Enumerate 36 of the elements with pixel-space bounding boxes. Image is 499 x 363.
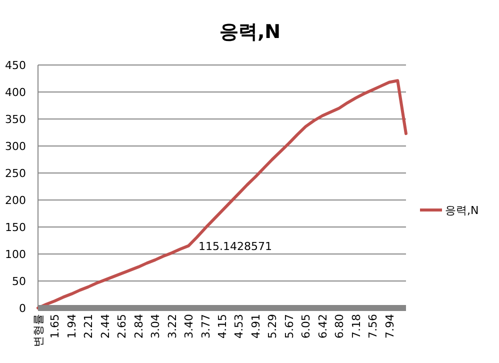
x-tick-label: 2.21 — [82, 314, 96, 338]
line-series — [36, 79, 408, 310]
x-tick-label: 3.40 — [182, 314, 196, 338]
y-tick-label: 450 — [5, 59, 26, 72]
y-tick-label: 200 — [5, 194, 26, 207]
y-tick-label: 100 — [5, 248, 26, 261]
x-tick-label: 3.22 — [166, 314, 179, 338]
x-tick-label: 4.53 — [232, 314, 246, 338]
x-tick-label: 5.29 — [266, 314, 280, 338]
x-tick-label: 2.65 — [116, 314, 129, 338]
x-tick-label: 2.84 — [132, 314, 146, 338]
x-tick-label: 7.56 — [366, 314, 380, 338]
chart-title: 응력,N — [219, 21, 281, 43]
x-tick-label: 1.65 — [48, 314, 62, 338]
x-tick-label: 2.44 — [98, 314, 112, 338]
annotation: 115.1428571 — [198, 240, 272, 253]
y-tick-label: 150 — [5, 221, 26, 234]
x-tick-label: 7.18 — [350, 314, 363, 338]
x-tick-label: 6.42 — [316, 314, 330, 338]
x-tick-label: 7.94 — [383, 314, 396, 338]
x-tick-label: 4.91 — [249, 314, 262, 338]
x-tick-label: 3.77 — [199, 314, 212, 338]
y-tick-label: 0 — [19, 302, 26, 315]
x-tick-label: 5.67 — [282, 314, 296, 338]
x-tick-label: 1.94 — [65, 314, 78, 338]
x-tick-label: 6.80 — [333, 314, 346, 338]
x-tick-label: 6.05 — [300, 314, 313, 338]
legend-label: 응력,N — [445, 204, 479, 217]
y-tick-label: 400 — [5, 86, 26, 99]
y-tick-label: 50 — [12, 275, 26, 288]
y-tick-label: 250 — [5, 167, 26, 180]
x-tick-label: 변형률 — [32, 314, 45, 347]
x-tick-label: 4.15 — [216, 314, 229, 338]
y-tick-label: 300 — [5, 140, 26, 153]
y-tick-label: 350 — [5, 113, 26, 126]
x-tick-label: 3.04 — [149, 314, 162, 338]
